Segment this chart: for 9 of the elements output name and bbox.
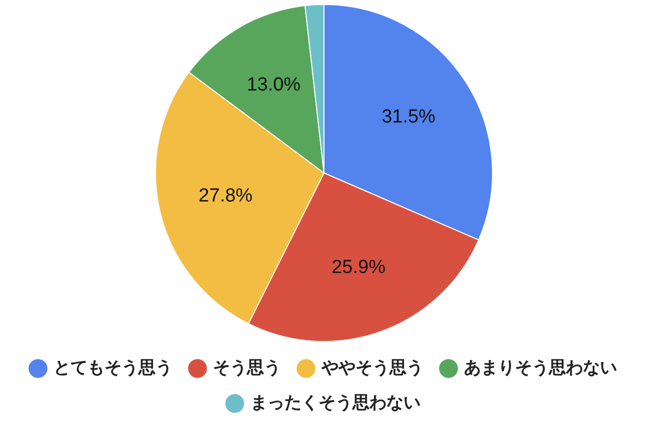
data-label: 31.5% xyxy=(382,106,436,128)
legend-label: とてもそう思う xyxy=(54,358,172,378)
legend-label: ややそう思う xyxy=(320,358,424,378)
data-label: 25.9% xyxy=(332,257,386,278)
data-label: 13.0% xyxy=(246,74,301,96)
legend-label: そう思う xyxy=(213,358,281,378)
legend-label: あまりそう思わない xyxy=(464,358,617,378)
legend-label: まったくそう思わない xyxy=(250,392,420,413)
data-label: 27.8% xyxy=(198,186,253,207)
